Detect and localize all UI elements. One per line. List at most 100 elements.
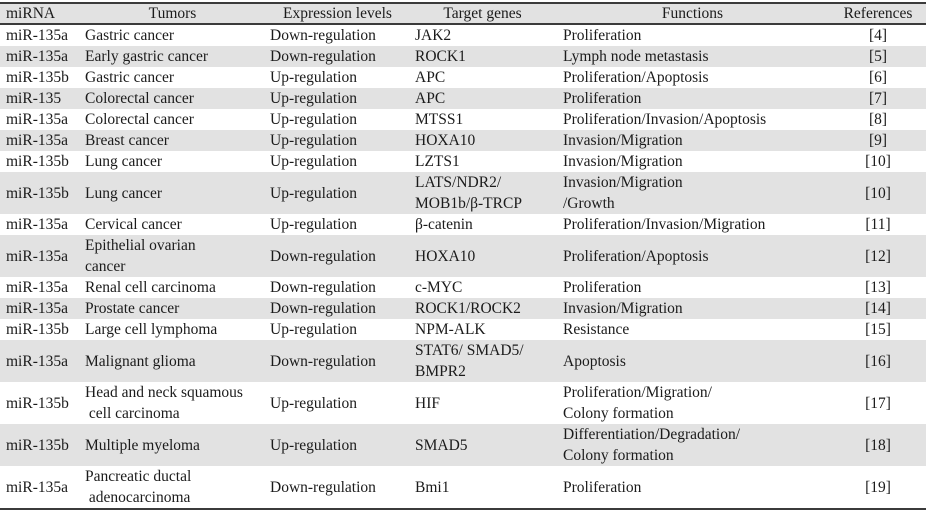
cell-mirna: miR-135a (6, 300, 68, 317)
cell-tumors: Breast cancer (85, 132, 169, 149)
table-row: miR-135a Breast cancer Up-regulation HOXA10… (0, 130, 926, 151)
cell-mirna: miR-135b (6, 153, 69, 170)
cell-mirna: miR-135a (6, 352, 68, 370)
cell-mirna: miR-135b (6, 436, 69, 454)
cell-functions: Proliferation (563, 27, 642, 44)
cell-target_genes: APC (415, 69, 446, 86)
table-row: miR-135a Cervical cancer Up-regulation β-ca… (0, 214, 926, 235)
cell-functions: Proliferation/Apoptosis (563, 247, 709, 265)
cell-references: [7] (868, 90, 888, 107)
cell-target_genes: SMAD5 (415, 436, 468, 454)
cell-functions: Proliferation/Invasion/Migration (563, 216, 766, 233)
cell-target_genes: Bmi1 (415, 478, 450, 496)
cell-expression: Up-regulation (270, 90, 357, 107)
cell-target_genes: LZTS1 (415, 153, 460, 170)
cell-mirna: miR-135a (6, 27, 68, 44)
cell-references: [19] (865, 478, 891, 496)
cell-tumors: Pancreatic ductal adenocarcinoma (85, 468, 192, 506)
cell-functions: Apoptosis (563, 352, 626, 370)
cell-mirna: miR-135a (6, 216, 68, 233)
cell-target_genes: APC (415, 90, 446, 107)
cell-tumors: Lung cancer (85, 184, 163, 202)
cell-target_genes: MTSS1 (415, 111, 464, 128)
cell-target_genes: NPM-ALK (415, 321, 486, 338)
table-row: miR-135a Prostate cancer Down-regulation RO… (0, 298, 926, 319)
cell-tumors: Early gastric cancer (85, 48, 209, 65)
cell-references: [8] (868, 111, 888, 128)
cell-mirna: miR-135a (6, 111, 68, 128)
cell-mirna: miR-135a (6, 48, 68, 65)
cell-references: [15] (865, 321, 891, 338)
cell-functions: Invasion/Migration (563, 153, 683, 170)
cell-references: [9] (868, 132, 888, 149)
cell-mirna: miR-135a (6, 247, 68, 265)
cell-target_genes: HOXA10 (415, 247, 476, 265)
table-row: miR-135b Lung cancer Up-regulation LZTS1 Inv… (0, 151, 926, 172)
cell-tumors: Gastric cancer (85, 27, 175, 44)
header-row: miRNA Tumors Expression levels Target ge… (0, 3, 926, 25)
cell-expression: Up-regulation (270, 216, 357, 233)
cell-tumors: Gastric cancer (85, 69, 175, 86)
cell-expression: Up-regulation (270, 436, 357, 454)
cell-references: [11] (865, 216, 891, 233)
cell-tumors: Prostate cancer (85, 300, 180, 317)
cell-tumors: Large cell lymphoma (85, 321, 218, 338)
cell-target_genes: HIF (415, 394, 440, 412)
table-row: miR-135a Colorectal cancer Up-regulation MT… (0, 109, 926, 130)
table-header: miRNA Tumors Expression levels Target ge… (0, 3, 926, 25)
cell-mirna: miR-135a (6, 132, 68, 149)
cell-target_genes: ROCK1 (415, 48, 466, 65)
cell-target_genes: c-MYC (415, 279, 463, 296)
cell-target_genes: LATS/NDR2/ MOB1b/β-TRCP (415, 174, 522, 212)
table-body: miR-135a Gastric cancer Down-regulation JAK… (0, 24, 926, 509)
cell-references: [6] (868, 69, 888, 86)
cell-target_genes: JAK2 (415, 27, 452, 44)
cell-tumors: Lung cancer (85, 153, 163, 170)
table-row: miR-135b Lung cancer Up-regulation LATS/NDR… (0, 172, 926, 214)
table-row: miR-135a Malignant glioma Down-regulation S… (0, 340, 926, 382)
cell-functions: Invasion/Migration /Growth (563, 174, 683, 212)
cell-tumors: Malignant glioma (85, 352, 196, 370)
cell-references: [16] (865, 352, 891, 370)
cell-expression: Up-regulation (270, 153, 357, 170)
cell-target_genes: HOXA10 (415, 132, 476, 149)
table-row: miR-135a Epithelial ovarian cancer Down-re… (0, 235, 926, 277)
cell-functions: Differentiation/Degradation/ Colony form… (563, 426, 741, 464)
table-row: miR-135b Large cell lymphoma Up-regulation… (0, 319, 926, 340)
table-row: miR-135a Pancreatic ductal adenocarcinoma… (0, 466, 926, 509)
cell-functions: Proliferation/Invasion/Apoptosis (563, 111, 767, 128)
cell-references: [5] (868, 48, 888, 65)
cell-expression: Down-regulation (270, 27, 376, 44)
cell-functions: Proliferation/Migration/ Colony formatio… (563, 384, 712, 422)
cell-tumors: Renal cell carcinoma (85, 279, 216, 296)
cell-mirna: miR-135b (6, 184, 69, 202)
cell-functions: Proliferation (563, 90, 642, 107)
cell-tumors: Head and neck squamous cell carcinoma (85, 384, 243, 422)
cell-tumors: Colorectal cancer (85, 90, 194, 107)
cell-functions: Proliferation/Apoptosis (563, 69, 709, 86)
cell-references: [12] (865, 247, 891, 265)
cell-functions: Invasion/Migration (563, 300, 683, 317)
cell-mirna: miR-135b (6, 394, 69, 412)
cell-expression: Down-regulation (270, 352, 376, 370)
cell-expression: Up-regulation (270, 184, 357, 202)
cell-references: [10] (865, 153, 891, 170)
table-row: miR-135b Gastric cancer Up-regulation APC Pr… (0, 67, 926, 88)
cell-expression: Down-regulation (270, 279, 376, 296)
cell-expression: Down-regulation (270, 247, 376, 265)
cell-expression: Up-regulation (270, 394, 357, 412)
table-row: miR-135a Renal cell carcinoma Down-regulat… (0, 277, 926, 298)
column-header-functions: Functions (555, 3, 830, 25)
table-row: miR-135a Early gastric cancer Down-regulat… (0, 46, 926, 67)
cell-references: [13] (865, 279, 891, 296)
cell-tumors: Cervical cancer (85, 216, 182, 233)
cell-expression: Up-regulation (270, 111, 357, 128)
cell-expression: Up-regulation (270, 321, 357, 338)
cell-expression: Up-regulation (270, 132, 357, 149)
cell-references: [18] (865, 436, 891, 454)
cell-functions: Invasion/Migration (563, 132, 683, 149)
cell-expression: Down-regulation (270, 478, 376, 496)
table-row: miR-135b Head and neck squamous cell carc… (0, 382, 926, 424)
cell-mirna: miR-135 (6, 90, 62, 107)
cell-mirna: miR-135a (6, 478, 68, 496)
